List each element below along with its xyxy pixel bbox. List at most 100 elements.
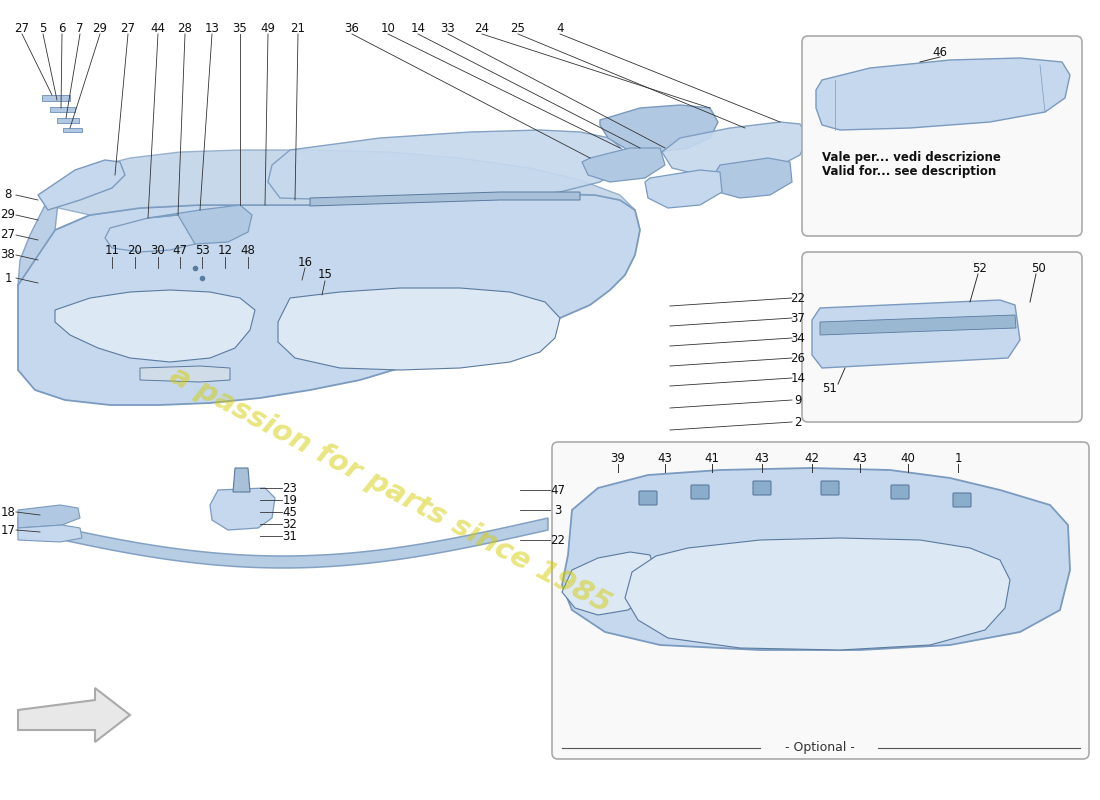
Text: 49: 49 xyxy=(261,22,275,34)
Text: 1: 1 xyxy=(955,451,961,465)
Text: Valid for... see description: Valid for... see description xyxy=(822,166,997,178)
Text: 40: 40 xyxy=(901,451,915,465)
Text: 20: 20 xyxy=(128,243,142,257)
Text: 28: 28 xyxy=(177,22,192,34)
Text: Vale per... vedi descrizione: Vale per... vedi descrizione xyxy=(822,151,1001,165)
Text: 34: 34 xyxy=(791,331,805,345)
Text: 42: 42 xyxy=(804,451,820,465)
FancyBboxPatch shape xyxy=(953,493,971,507)
Text: 53: 53 xyxy=(195,243,209,257)
Text: 51: 51 xyxy=(823,382,837,394)
Text: 17: 17 xyxy=(0,523,15,537)
Text: 9: 9 xyxy=(794,394,802,406)
Text: 37: 37 xyxy=(791,311,805,325)
Polygon shape xyxy=(210,488,275,530)
Text: 24: 24 xyxy=(474,22,490,34)
Text: 35: 35 xyxy=(232,22,248,34)
Text: 8: 8 xyxy=(4,189,12,202)
Polygon shape xyxy=(562,552,654,615)
FancyBboxPatch shape xyxy=(754,481,771,495)
Text: 19: 19 xyxy=(283,494,297,506)
Text: 26: 26 xyxy=(791,351,805,365)
Text: 47: 47 xyxy=(550,483,565,497)
Polygon shape xyxy=(712,158,792,198)
Text: 4: 4 xyxy=(557,22,563,34)
Polygon shape xyxy=(268,130,625,200)
FancyBboxPatch shape xyxy=(821,481,839,495)
Text: 18: 18 xyxy=(1,506,15,518)
Bar xyxy=(50,107,75,112)
Text: 15: 15 xyxy=(318,269,332,282)
Polygon shape xyxy=(18,688,130,742)
Text: 21: 21 xyxy=(290,22,306,34)
Polygon shape xyxy=(582,148,665,182)
Text: 44: 44 xyxy=(151,22,165,34)
Text: 12: 12 xyxy=(218,243,232,257)
Text: 32: 32 xyxy=(283,518,297,530)
Text: 25: 25 xyxy=(510,22,526,34)
Text: 2: 2 xyxy=(794,415,802,429)
Polygon shape xyxy=(18,505,80,528)
Polygon shape xyxy=(45,150,635,215)
Text: 27: 27 xyxy=(14,22,30,34)
Polygon shape xyxy=(140,366,230,382)
Bar xyxy=(42,95,70,101)
Text: 1: 1 xyxy=(4,271,12,285)
Text: 6: 6 xyxy=(58,22,66,34)
Polygon shape xyxy=(39,160,125,210)
Polygon shape xyxy=(310,192,580,206)
Text: 30: 30 xyxy=(151,243,165,257)
Text: 22: 22 xyxy=(791,291,805,305)
Text: 14: 14 xyxy=(791,371,805,385)
Text: 10: 10 xyxy=(381,22,395,34)
Polygon shape xyxy=(662,122,808,175)
Text: 11: 11 xyxy=(104,243,120,257)
Text: 41: 41 xyxy=(704,451,719,465)
Bar xyxy=(63,128,82,132)
Polygon shape xyxy=(562,468,1070,650)
Text: 31: 31 xyxy=(283,530,297,542)
Text: 16: 16 xyxy=(297,255,312,269)
Text: 36: 36 xyxy=(344,22,360,34)
FancyBboxPatch shape xyxy=(552,442,1089,759)
Text: 14: 14 xyxy=(410,22,426,34)
Text: 52: 52 xyxy=(972,262,988,274)
Polygon shape xyxy=(104,215,205,252)
Text: 23: 23 xyxy=(283,482,297,494)
Polygon shape xyxy=(812,300,1020,368)
Text: 50: 50 xyxy=(1031,262,1045,274)
Text: 43: 43 xyxy=(755,451,769,465)
Text: 38: 38 xyxy=(1,249,15,262)
Text: 48: 48 xyxy=(241,243,255,257)
Text: 13: 13 xyxy=(205,22,219,34)
Polygon shape xyxy=(645,170,722,208)
Polygon shape xyxy=(18,525,82,542)
Text: 27: 27 xyxy=(121,22,135,34)
Text: 29: 29 xyxy=(92,22,108,34)
Text: 43: 43 xyxy=(852,451,868,465)
Polygon shape xyxy=(18,518,548,568)
Text: 7: 7 xyxy=(76,22,84,34)
Text: 39: 39 xyxy=(610,451,626,465)
Text: 29: 29 xyxy=(0,209,15,222)
Text: a passion for parts since 1985: a passion for parts since 1985 xyxy=(165,362,615,618)
FancyBboxPatch shape xyxy=(802,36,1082,236)
Text: 22: 22 xyxy=(550,534,565,546)
FancyBboxPatch shape xyxy=(691,485,710,499)
Text: 47: 47 xyxy=(173,243,187,257)
Text: 43: 43 xyxy=(658,451,672,465)
Text: 27: 27 xyxy=(0,229,15,242)
FancyBboxPatch shape xyxy=(639,491,657,505)
Polygon shape xyxy=(148,205,252,244)
Text: 45: 45 xyxy=(283,506,297,518)
Polygon shape xyxy=(600,105,718,152)
FancyBboxPatch shape xyxy=(891,485,909,499)
Polygon shape xyxy=(18,194,640,405)
Polygon shape xyxy=(625,538,1010,650)
Polygon shape xyxy=(816,58,1070,130)
Bar xyxy=(57,118,79,123)
Polygon shape xyxy=(233,468,250,492)
Polygon shape xyxy=(18,185,60,285)
Text: 3: 3 xyxy=(554,503,562,517)
Polygon shape xyxy=(820,315,1016,335)
